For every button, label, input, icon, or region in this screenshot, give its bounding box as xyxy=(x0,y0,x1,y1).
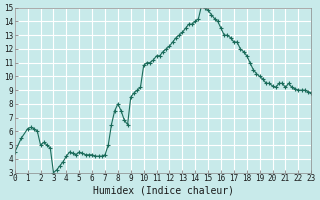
X-axis label: Humidex (Indice chaleur): Humidex (Indice chaleur) xyxy=(92,186,234,196)
